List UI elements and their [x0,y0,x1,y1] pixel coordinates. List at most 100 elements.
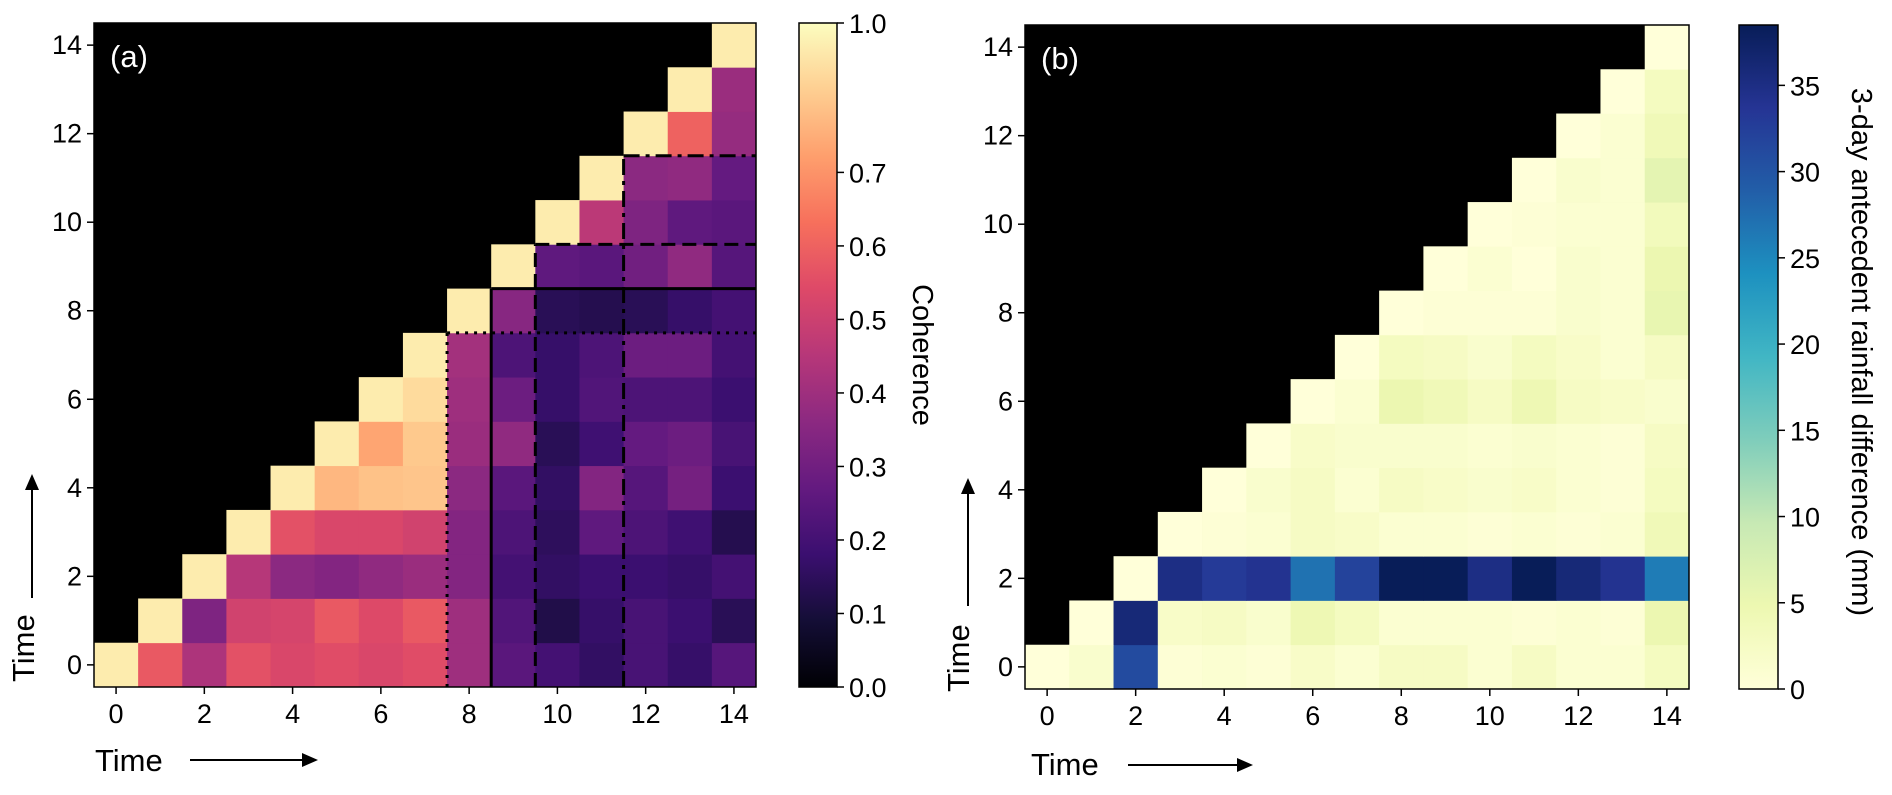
heatmap-cell [402,421,448,467]
heatmap-cell [402,332,448,378]
heatmap-cell [1423,246,1469,291]
heatmap-cell [711,67,757,112]
heatmap-cell [1600,113,1646,159]
heatmap-cell [623,465,669,511]
heatmap-cell [667,111,713,157]
y-tick-label: 2 [67,561,82,591]
heatmap-cell [711,554,757,599]
heatmap-cell [447,465,492,511]
x-axis-arrow-head [1237,758,1253,772]
heatmap-cell [579,642,624,688]
heatmap-cell [1644,113,1690,159]
heatmap-cell [1556,290,1601,336]
colorbar-tick-label: 30 [1790,158,1820,188]
heatmap-cell [1423,600,1469,646]
heatmap-cell [402,509,448,555]
heatmap-cell [1511,202,1557,247]
heatmap-cell [1467,644,1513,690]
heatmap-cell [1157,600,1203,646]
heatmap-cell [1113,556,1159,601]
heatmap-cell [1423,644,1469,690]
y-tick-label: 6 [998,386,1013,416]
x-tick-label: 14 [1652,701,1682,731]
heatmap-cell [1334,467,1380,513]
x-axis-arrow-head [302,753,318,767]
heatmap-cell [579,377,624,422]
heatmap-cell [314,421,360,467]
x-tick-label: 0 [1040,701,1055,731]
x-tick-label: 4 [1217,701,1232,731]
heatmap-cell [1644,600,1690,646]
heatmap-cell [579,200,624,245]
heatmap-cell [1379,600,1424,646]
heatmap-cell [270,642,316,688]
heatmap-cell [358,642,404,688]
y-tick-label: 8 [998,298,1013,328]
heatmap-cell [579,288,624,334]
heatmap-cell [579,465,624,511]
heatmap-cell [1202,467,1247,513]
plot-frame-a [93,22,757,688]
heatmap-cell [535,288,580,334]
heatmap-cell [1556,556,1601,601]
heatmap-cell [1334,423,1380,469]
heatmap-cell [447,598,492,644]
heatmap-cell [138,598,183,644]
heatmap-cell [1467,334,1513,380]
heatmap-cell [491,421,536,467]
heatmap-cell [1423,511,1469,557]
heatmap-cell [1556,644,1601,690]
heatmap-cell [1157,511,1203,557]
y-tick-label: 8 [67,296,82,326]
heatmap-cell [667,554,713,599]
heatmap-cell [1069,600,1114,646]
heatmap-cell [535,642,580,688]
heatmap-cell [491,332,536,378]
heatmap-cell [1511,379,1557,424]
heatmap-cell [711,642,757,688]
heatmap-cell [358,377,404,422]
heatmap-cell [535,377,580,422]
heatmap-cell [358,465,404,511]
heatmap-cell [667,377,713,422]
x-axis-title: Time [95,743,163,778]
heatmap-cell [1246,556,1291,601]
heatmap-cell [1644,69,1690,114]
heatmap-cell [1644,644,1690,690]
heatmap-cell [535,244,580,289]
heatmap-cell [623,200,669,245]
colorbar-b [1738,24,1779,690]
heatmap-cell [1600,334,1646,380]
heatmap-cell [535,554,580,599]
colorbar-tick-label: 0.2 [849,526,887,556]
x-tick-label: 12 [1563,701,1593,731]
heatmap-cell [1334,334,1380,380]
heatmap-cell [667,598,713,644]
y-tick-label: 0 [67,650,82,680]
heatmap-cell [1467,556,1513,601]
colorbar-a [798,22,838,688]
x-axis-title: Time [1031,747,1099,782]
heatmap-cell [1556,202,1601,247]
y-tick-label: 4 [998,475,1013,505]
heatmap-cell [447,288,492,334]
heatmap-cell [1334,600,1380,646]
heatmap-cell [1246,644,1291,690]
heatmap-cell [1290,556,1336,601]
heatmap-cell [1644,423,1690,469]
heatmap-cell [711,377,757,422]
x-tick-label: 2 [197,699,212,729]
heatmap-cell [1246,511,1291,557]
heatmap-cell [623,377,669,422]
heatmap-cell [1556,511,1601,557]
heatmap-cell [535,332,580,378]
heatmap-cell [1246,423,1291,469]
heatmap-cell [1511,423,1557,469]
heatmap-cell [1379,644,1424,690]
y-axis-title: Time [941,624,976,692]
colorbar-title-b: 3-day antecedent rainfall difference (mm… [1845,88,1877,616]
heatmap-cell [491,465,536,511]
heatmap-cell [358,554,404,599]
heatmap-cell [1511,644,1557,690]
heatmap-cell [358,421,404,467]
